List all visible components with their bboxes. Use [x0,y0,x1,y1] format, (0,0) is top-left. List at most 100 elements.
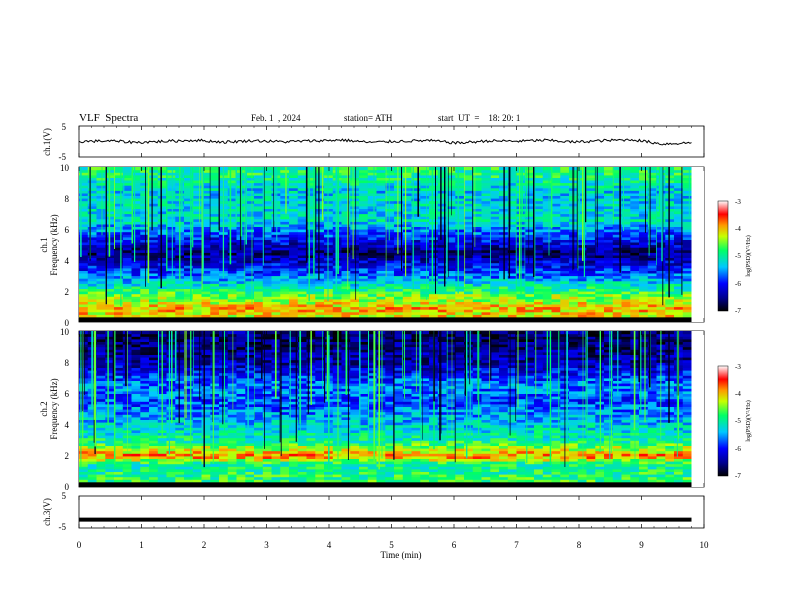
spectrogram-cell [192,177,203,181]
spectrogram-cell [87,280,98,284]
spectrogram-cell [481,229,491,233]
spectrogram-cell [79,239,89,243]
spectrogram-cell [254,236,264,240]
spectrogram-cell [79,372,89,376]
spectrogram-cell [219,306,229,310]
spectrogram-cell [464,285,474,289]
spectrogram-cell [525,221,535,225]
spectrogram-cell [551,267,561,271]
spectrogram-cell [96,285,106,289]
spectrogram-cell [446,247,456,251]
spectrogram-cell [315,221,325,225]
spectrogram-cell [297,247,308,251]
spectrogram-cell [490,234,500,238]
spectrogram-cell [254,190,264,194]
spectrogram-cell [79,458,89,462]
spectrogram-cell [665,311,675,315]
spectrogram-cell [612,252,623,256]
spectrogram-cell [542,192,553,196]
spectrogram-cell [157,471,168,475]
spectrogram-cell [245,198,255,202]
spectrogram-cell [446,218,456,222]
spectrogram-cell [534,192,544,196]
spectrogram-cell [306,190,316,194]
spectrogram-cell [394,285,404,289]
spectrogram-cell [595,221,605,225]
spectrogram-cell [87,311,98,315]
spectrogram-cell [289,249,299,253]
spectrogram-cell [350,301,360,305]
spectrogram-cell [210,254,220,258]
spectrogram-cell [674,314,684,318]
spectrogram-cell [612,187,623,191]
spectrogram-cell [420,210,430,215]
spectrogram-cell [595,306,605,310]
spectrogram-cell [157,231,168,235]
spectrogram-cell [157,223,168,227]
spectrogram-cell [192,239,203,243]
spectrogram-cell [525,283,535,287]
spectrogram-cell [306,200,316,204]
spectrogram-cell [560,262,570,266]
spectrogram-cell [324,226,334,230]
spectrogram-cell [586,257,596,261]
spectrogram-cell [324,200,334,204]
spectrogram-cell [192,306,203,310]
spectrogram-cell [630,190,640,194]
spectrogram-cell [394,234,404,238]
spectrogram-cell [604,265,614,269]
spectrogram-cell [236,311,246,315]
spectrogram-cell [507,195,518,199]
spectrogram-cell [105,403,115,407]
spectrogram-cell [227,218,238,222]
spectrogram-cell [262,267,273,271]
spectrogram-cell [280,185,290,189]
spectrogram-cell [122,254,133,258]
spectrogram-cell [105,416,115,420]
spectrogram-cell [297,311,308,315]
spectrogram-cell [472,311,483,315]
spectrogram-cell [499,285,509,289]
spectrogram-cell [455,280,465,284]
spectrogram-cell [96,257,106,261]
spectrogram-cell [210,288,220,292]
spectrogram-cell [79,306,89,310]
spectrogram-cell [201,190,211,194]
spectrogram-cell [210,285,220,289]
spectrogram-cell [245,301,255,305]
spectrogram-cell [402,195,413,199]
spectrogram-cell [149,448,159,452]
spectrogram-cell [114,254,124,258]
spectrogram-cell [560,210,570,215]
spectrogram-cell [201,195,211,199]
spectrogram-cell [324,203,334,207]
spectrogram-cell [201,223,211,227]
spectrogram-cell [402,241,413,246]
spectrogram-cell [682,254,693,258]
spectrogram-cell [122,195,133,199]
spectrogram-cell [674,167,684,171]
spectrogram-cell [149,479,159,483]
spectrogram-cell [140,223,150,227]
spectrogram-cell [149,306,159,310]
spectrogram-cell [245,203,255,207]
spectrogram-cell [359,205,369,209]
spectrogram-cell [560,293,570,297]
spectrogram-cell [254,306,264,310]
spectrogram-cell [324,257,334,261]
spectrogram-cell [639,291,649,295]
spectrogram-cell [105,401,115,405]
spectrogram-cell [96,396,106,400]
spectrogram-cell [674,252,684,256]
spectrogram-cell [446,177,456,181]
spectrogram-cell [131,383,141,387]
spectrogram-cell [79,429,89,433]
spectrogram-cell [630,213,640,217]
spectrogram-cell [639,280,649,284]
spectrogram-cell [472,185,483,189]
spectrogram-cell [367,216,378,220]
spectrogram-cell [122,169,133,173]
spectrogram-cell [367,298,378,302]
spectrogram-cell [621,190,631,194]
spectrogram-cell [665,185,675,189]
